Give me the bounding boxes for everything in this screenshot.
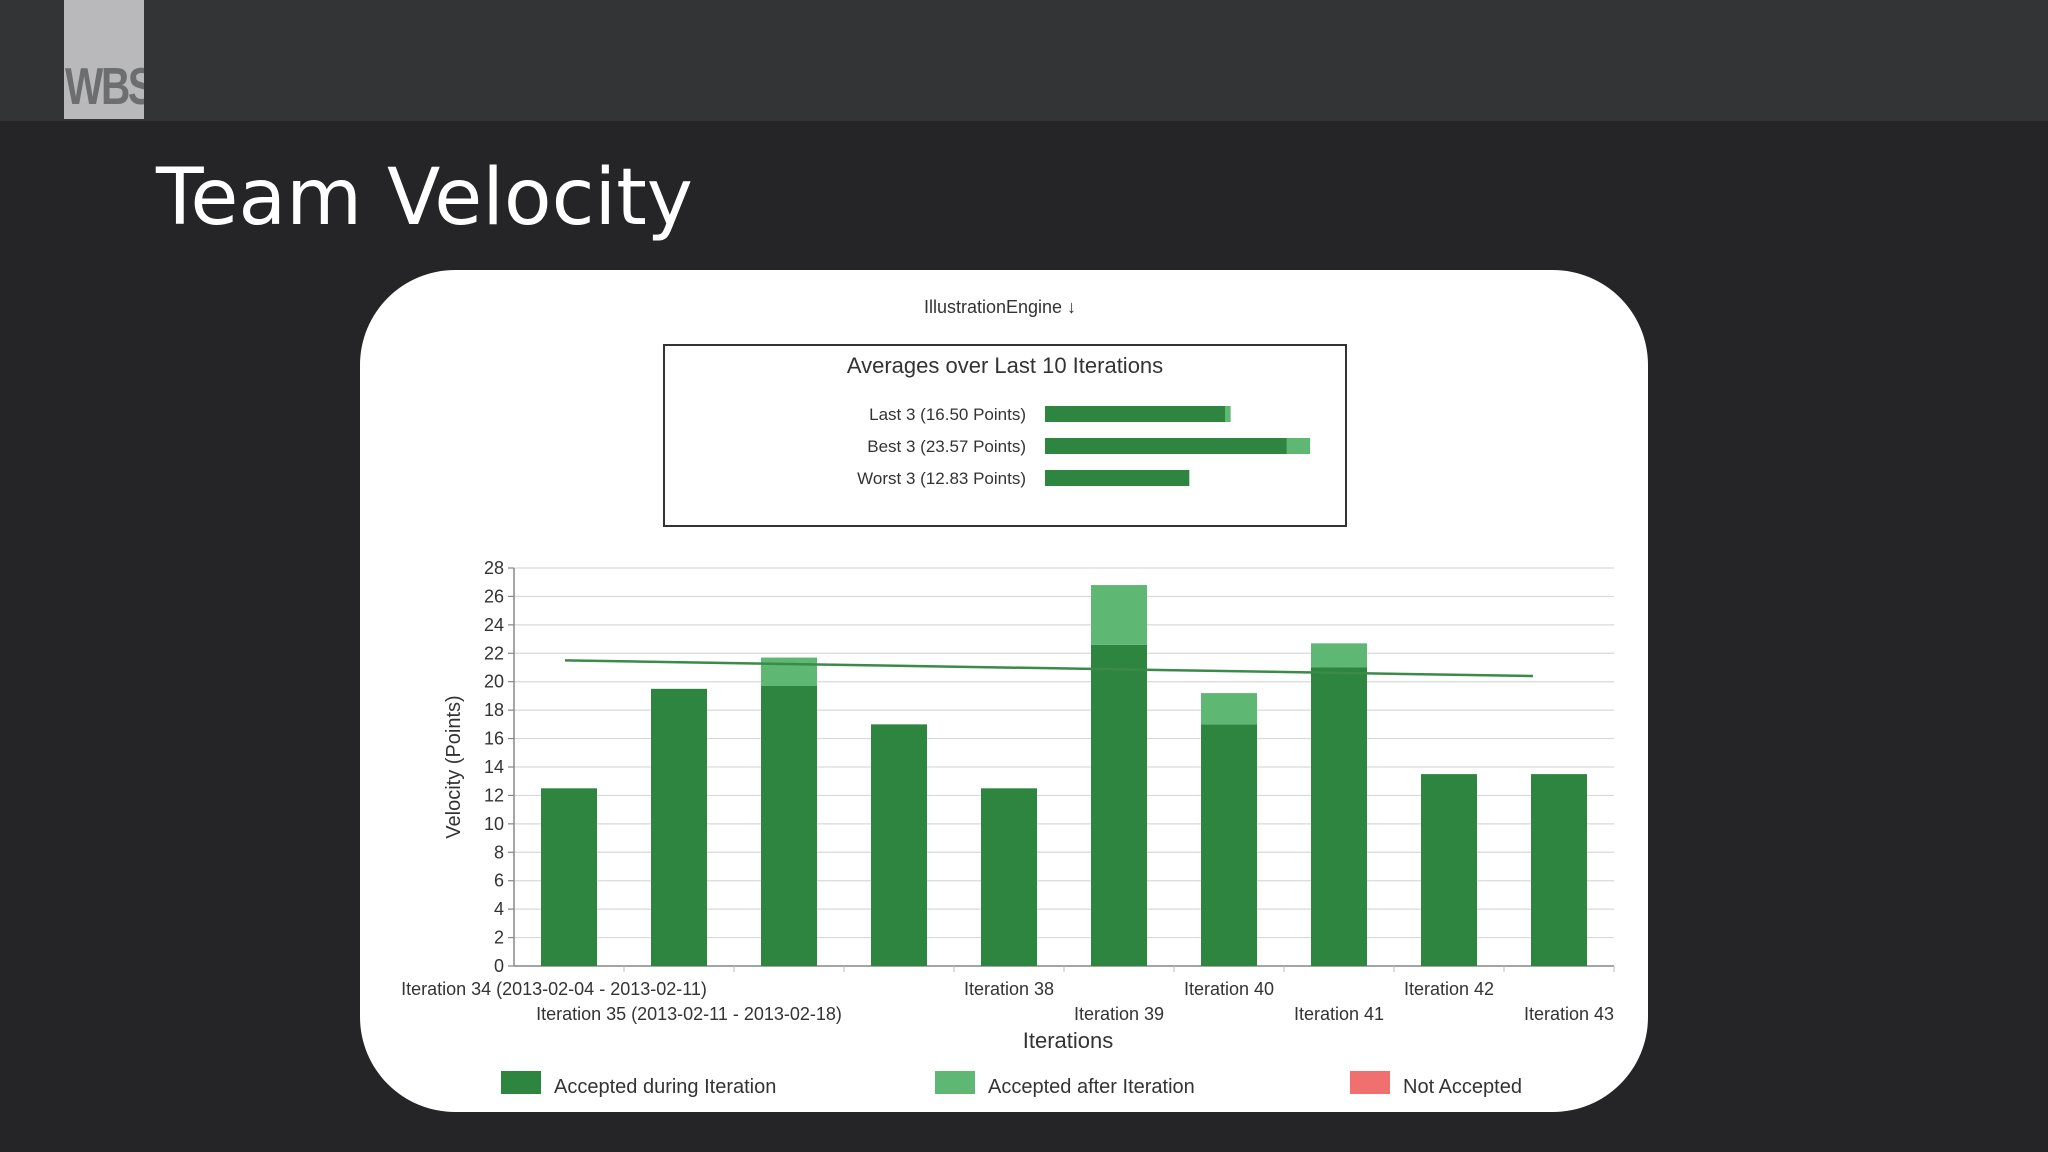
summary-box xyxy=(663,344,1347,527)
bar-during xyxy=(1421,774,1477,966)
y-tick-label: 0 xyxy=(494,956,504,976)
legend-label: Accepted during Iteration xyxy=(554,1076,776,1098)
summary-bar-during xyxy=(1045,438,1287,454)
y-tick-label: 12 xyxy=(484,785,504,805)
summary-bar-during xyxy=(1045,406,1225,422)
bar-after xyxy=(1201,693,1257,725)
bar-after xyxy=(761,657,817,686)
y-tick-label: 4 xyxy=(494,899,504,919)
summary-title: Averages over Last 10 Iterations xyxy=(847,353,1163,378)
y-tick-label: 28 xyxy=(484,558,504,578)
legend-swatch xyxy=(501,1071,541,1094)
bar-during xyxy=(1311,667,1367,966)
x-tick-label: Iteration 38 xyxy=(964,979,1054,999)
y-tick-label: 24 xyxy=(484,615,504,635)
y-tick-label: 6 xyxy=(494,871,504,891)
y-tick-label: 22 xyxy=(484,643,504,663)
legend-label: Not Accepted xyxy=(1403,1076,1522,1098)
y-tick-label: 20 xyxy=(484,672,504,692)
summary-bar-during xyxy=(1045,470,1190,486)
summary-bar-after xyxy=(1286,438,1311,454)
y-tick-label: 18 xyxy=(484,700,504,720)
x-tick-label: Iteration 40 xyxy=(1184,979,1274,999)
bar-during xyxy=(981,788,1037,966)
summary-row-label: Last 3 (16.50 Points) xyxy=(869,405,1026,424)
summary-bar-after xyxy=(1225,406,1231,422)
x-axis-label: Iterations xyxy=(1023,1028,1114,1053)
bar-during xyxy=(1531,774,1587,966)
x-tick-label: Iteration 34 (2013-02-04 - 2013-02-11) xyxy=(401,979,707,999)
y-tick-label: 26 xyxy=(484,586,504,606)
x-tick-label: Iteration 35 (2013-02-11 - 2013-02-18) xyxy=(536,1004,842,1024)
trend-line xyxy=(564,659,1534,678)
summary-row-label: Worst 3 (12.83 Points) xyxy=(857,469,1026,488)
bar-after xyxy=(1311,643,1367,668)
legend-swatch xyxy=(1350,1071,1390,1094)
bar-during xyxy=(1091,644,1147,966)
y-tick-label: 10 xyxy=(484,814,504,834)
chart-subtitle: IllustrationEngine ↓ xyxy=(924,297,1076,317)
chart-card: IllustrationEngine ↓ Averages over Last 1… xyxy=(360,270,1648,1112)
top-bar: WBS xyxy=(0,0,2048,121)
slide-title: Team Velocity xyxy=(156,153,693,243)
legend-label: Accepted after Iteration xyxy=(988,1076,1195,1098)
bar-during xyxy=(1201,724,1257,966)
x-tick-label: Iteration 43 xyxy=(1524,1004,1614,1024)
x-tick-label: Iteration 39 xyxy=(1074,1004,1164,1024)
y-tick-label: 16 xyxy=(484,729,504,749)
bar-during xyxy=(871,724,927,966)
bar-during xyxy=(541,788,597,966)
bar-during xyxy=(651,688,707,966)
x-tick-label: Iteration 41 xyxy=(1294,1004,1384,1024)
bar-after xyxy=(1091,585,1147,645)
y-axis-label: Velocity (Points) xyxy=(443,695,465,838)
y-tick-label: 8 xyxy=(494,842,504,862)
velocity-chart: IllustrationEngine ↓ Averages over Last 1… xyxy=(401,297,1615,1098)
x-tick-label: Iteration 42 xyxy=(1404,979,1494,999)
y-tick-label: 2 xyxy=(494,928,504,948)
summary-row-label: Best 3 (23.57 Points) xyxy=(867,437,1026,456)
legend-swatch xyxy=(935,1071,975,1094)
wbs-logo: WBS xyxy=(64,0,144,119)
logo-text: WBS xyxy=(65,58,144,116)
bar-during xyxy=(761,685,817,966)
y-tick-label: 14 xyxy=(484,757,504,777)
